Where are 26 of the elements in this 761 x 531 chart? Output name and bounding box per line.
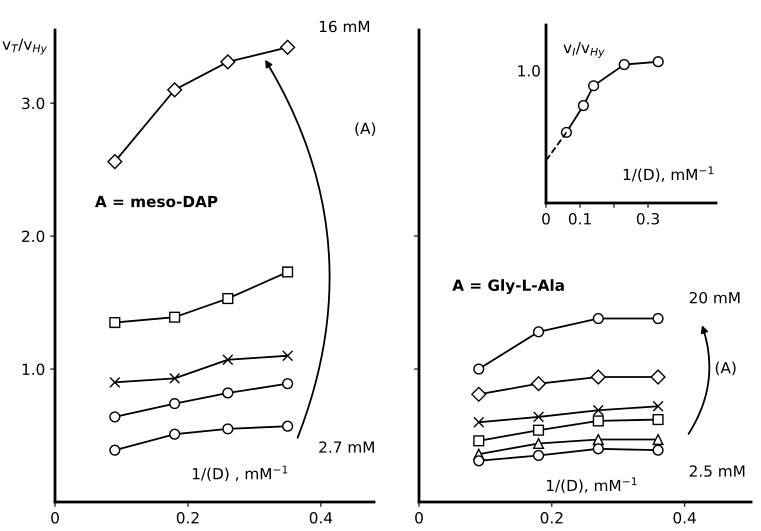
x-tick-label: 0 xyxy=(415,512,423,524)
annotation: (A) xyxy=(355,122,376,136)
x-tick-label: 0 xyxy=(542,212,550,225)
series-label: 2.7 mM xyxy=(319,441,374,453)
x-tick-label: 0.2 xyxy=(176,512,199,524)
annotation: 1.0 xyxy=(518,65,540,77)
annotation: A = Gly-L-Ala xyxy=(452,279,564,294)
x-tick-label: 0.4 xyxy=(673,512,696,524)
x-axis-title: 1/(D), mM$^{−1}$ xyxy=(546,477,637,494)
x-tick-label: 0.4 xyxy=(310,512,332,524)
y-tick-label: 1.0 xyxy=(22,364,44,376)
y-axis-title: v$_{T}$/v$_{Hy}$ xyxy=(2,38,47,54)
annotation: (A) xyxy=(716,362,736,376)
y-tick-label: 2.0 xyxy=(22,230,44,242)
y-axis-title: v$_{I}$/v$_{Hy}$ xyxy=(563,42,605,58)
series-label: 16 mM xyxy=(320,20,370,32)
x-axis-title: 1/(D), mM$^{−1}$ xyxy=(624,166,714,182)
x-axis-title: 1/(D) , mM$^{−1}$ xyxy=(192,466,288,482)
annotation: A = meso-DAP xyxy=(94,196,218,208)
x-tick-label: 0.1 xyxy=(568,212,591,225)
x-tick-label: 0.2 xyxy=(540,512,562,524)
series-label: 2.5 mM xyxy=(690,465,744,477)
x-tick-label: 0 xyxy=(51,512,59,524)
x-tick-label: 0.3 xyxy=(636,212,659,225)
series-label: 20 mM xyxy=(690,292,740,304)
y-tick-label: 3.0 xyxy=(22,98,44,110)
